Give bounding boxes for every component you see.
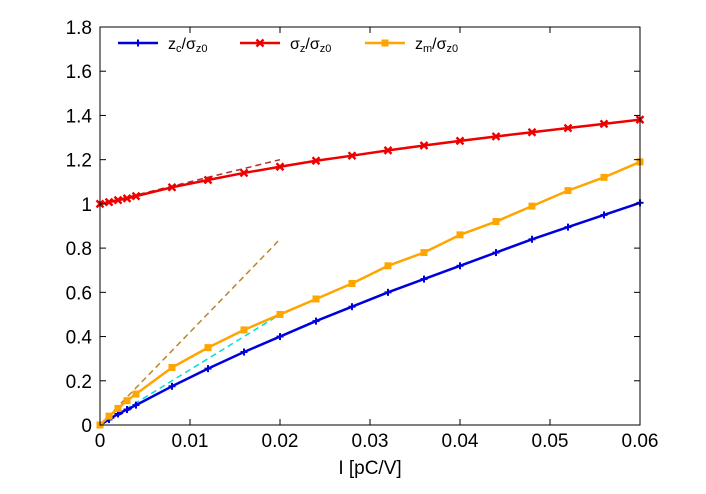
data-point: [599, 119, 609, 129]
data-point: [167, 182, 177, 192]
series: [96, 199, 644, 429]
reference-line: [99, 238, 281, 426]
data-point: [312, 295, 320, 303]
data-point: [564, 187, 572, 195]
data-point: [456, 231, 464, 239]
data-point: [528, 202, 536, 210]
data-point: [105, 412, 113, 420]
data-point: [132, 401, 140, 409]
data-point: [203, 175, 213, 185]
legend-label: zm/σz0: [415, 36, 458, 55]
y-tick-label: 0.6: [66, 283, 92, 304]
plot-frame: [99, 26, 641, 426]
data-point: [168, 382, 176, 390]
y-tick-label: 0.2: [66, 372, 92, 393]
x-tick-label: 0.02: [262, 431, 299, 452]
data-point: [239, 168, 249, 178]
data-point: [276, 310, 284, 318]
data-point: [122, 194, 132, 203]
data-point: [114, 404, 122, 412]
data-point: [384, 288, 392, 296]
data-point: [419, 141, 429, 150]
data-point: [275, 162, 285, 172]
data-point: [527, 127, 537, 137]
data-point: [528, 235, 536, 243]
series-line: [99, 118, 641, 206]
data-point: [204, 365, 212, 373]
axis-ticks: 0 0.01 0.02 0.03 0.04 0.05 0.06 0 0.2 0.4 0.6 0.8 1 1…: [66, 18, 659, 452]
data-point: [420, 275, 428, 283]
legend-entry: zm/σz0: [365, 36, 458, 55]
legend-label: zc/σz0: [168, 36, 207, 55]
data-point: [276, 333, 284, 341]
x-tick-label: 0.06: [622, 431, 659, 452]
data-point: [381, 39, 389, 47]
legend-entry: zc/σz0: [118, 36, 207, 55]
y-tick-label: 1.4: [66, 106, 93, 127]
y-tick-label: 1.6: [66, 62, 92, 83]
data-point: [123, 397, 131, 405]
data-point: [168, 364, 176, 372]
data-point: [420, 249, 428, 257]
data-point: [455, 136, 465, 146]
x-tick-label: 0.05: [532, 431, 569, 452]
data-point: [255, 38, 265, 48]
data-point: [113, 195, 123, 205]
series-line: [99, 201, 641, 427]
data-point: [312, 317, 320, 325]
data-point: [348, 303, 356, 311]
data-point: [311, 156, 321, 166]
x-tick-label: 0.03: [352, 431, 389, 452]
series: [96, 158, 644, 429]
data-point: [131, 191, 141, 201]
series-line: [99, 160, 641, 426]
data-point: [492, 218, 500, 226]
data-point: [104, 197, 114, 207]
data-point: [123, 406, 131, 414]
y-tick-label: 0.8: [66, 239, 92, 260]
data-point: [600, 173, 608, 181]
y-tick-label: 1.8: [66, 18, 92, 39]
legend: zc/σz0 σz/σz0 zm/σz0: [118, 36, 458, 55]
reference-line: [99, 313, 281, 426]
y-tick-label: 1.2: [66, 151, 92, 172]
data-point: [384, 262, 392, 270]
x-tick-label: 0.04: [442, 431, 479, 452]
x-axis-title: I [pC/V]: [338, 458, 401, 479]
data-point: [564, 223, 572, 231]
x-tick-label: 0.01: [172, 431, 209, 452]
x-tick-label: 0: [95, 431, 106, 452]
y-tick-label: 0.4: [66, 328, 93, 349]
data-point: [492, 249, 500, 257]
series: [95, 115, 645, 209]
legend-label: σz/σz0: [290, 36, 331, 55]
data-point: [204, 344, 212, 352]
data-point: [491, 132, 501, 141]
legend-entry: σz/σz0: [240, 36, 331, 55]
y-tick-label: 1: [81, 195, 92, 216]
data-point: [456, 262, 464, 270]
data-point: [347, 151, 357, 161]
data-point: [240, 326, 248, 334]
data-point: [348, 279, 356, 287]
y-tick-label: 0: [81, 416, 92, 437]
data-point: [132, 390, 140, 398]
series-layer: [95, 115, 645, 429]
data-point: [134, 39, 142, 47]
data-point: [240, 348, 248, 356]
data-point: [600, 211, 608, 219]
data-point: [563, 123, 573, 133]
data-point: [383, 146, 393, 155]
